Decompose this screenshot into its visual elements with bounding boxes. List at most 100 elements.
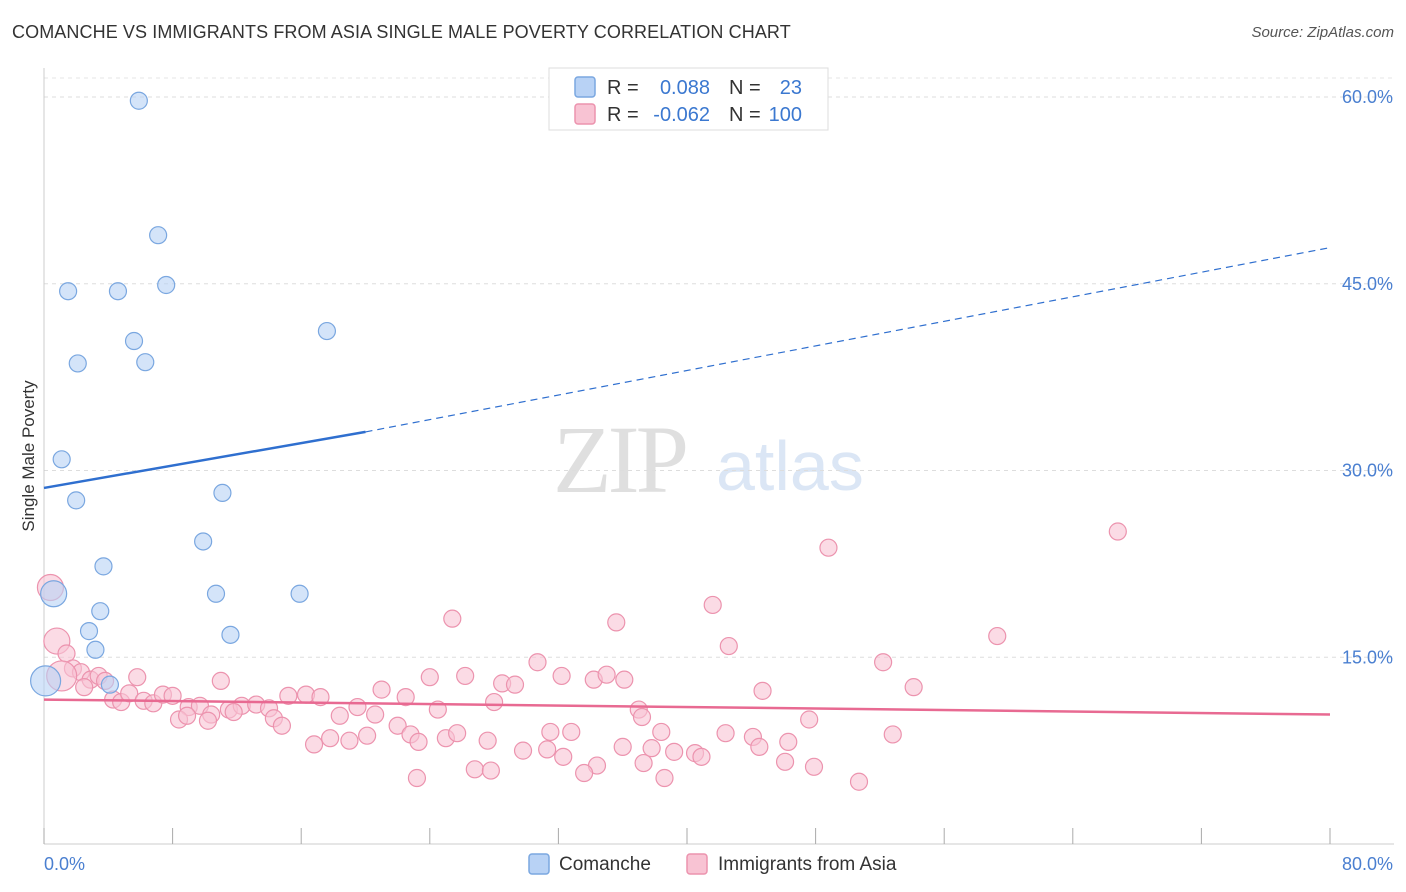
comanche-point bbox=[149, 226, 168, 245]
asia-point bbox=[665, 742, 684, 761]
asia-point bbox=[800, 710, 819, 729]
asia-point bbox=[321, 729, 340, 748]
asia-point bbox=[330, 706, 349, 725]
asia-point bbox=[554, 747, 573, 766]
comanche-point bbox=[86, 640, 105, 659]
comanche-trend-line bbox=[43, 430, 366, 490]
source-label: Source: ZipAtlas.com bbox=[1251, 24, 1394, 41]
asia-point bbox=[348, 697, 367, 717]
comanche-point bbox=[194, 532, 213, 551]
asia-point bbox=[396, 687, 415, 707]
y-axis-label: Single Male Poverty bbox=[19, 380, 38, 532]
asia-point bbox=[552, 666, 571, 686]
y-tick-label: 15.0% bbox=[1342, 647, 1393, 667]
x-tick-label-min: 0.0% bbox=[44, 854, 85, 874]
asia-point bbox=[443, 609, 462, 628]
asia-point bbox=[849, 772, 869, 791]
legend-r-value-2: -0.062 bbox=[653, 104, 710, 126]
watermark-zip: ZIP bbox=[553, 406, 686, 513]
comanche-point bbox=[206, 584, 226, 603]
comanche-point bbox=[67, 491, 86, 510]
comanche-point bbox=[129, 91, 148, 110]
asia-point bbox=[613, 737, 632, 756]
asia-point bbox=[655, 768, 674, 788]
legend-bottom-label-comanche: Comanche bbox=[559, 854, 651, 875]
legend-swatch-comanche bbox=[574, 76, 596, 98]
comanche-point bbox=[213, 483, 232, 503]
asia-point bbox=[177, 706, 197, 725]
legend-top: R = 0.088 N = 23 R = -0.062 N = 100 bbox=[548, 67, 829, 131]
y-tick-label: 30.0% bbox=[1342, 461, 1393, 481]
comanche-point bbox=[40, 580, 68, 608]
legend-n-value-2: 100 bbox=[769, 104, 802, 126]
comanche-point bbox=[124, 331, 144, 351]
y-tick-label: 45.0% bbox=[1342, 274, 1393, 294]
asia-point bbox=[874, 653, 893, 672]
comanche-point bbox=[221, 625, 240, 644]
legend-bottom: Comanche Immigrants from Asia bbox=[528, 853, 897, 875]
asia-point bbox=[883, 725, 902, 744]
asia-point bbox=[224, 702, 243, 722]
asia-point bbox=[198, 711, 218, 730]
asia-point bbox=[528, 653, 547, 672]
trend-lines bbox=[43, 247, 1331, 716]
asia-point bbox=[597, 665, 616, 684]
asia-point bbox=[562, 722, 581, 742]
asia-point bbox=[634, 753, 653, 773]
asia-point bbox=[340, 731, 359, 750]
asia-point bbox=[988, 626, 1007, 646]
legend-bottom-label-asia: Immigrants from Asia bbox=[718, 854, 897, 875]
legend-r-value-1: 0.088 bbox=[660, 77, 710, 99]
asia-point bbox=[272, 716, 292, 735]
asia-point bbox=[211, 671, 230, 691]
axes bbox=[43, 68, 1394, 845]
comanche-point bbox=[108, 282, 128, 301]
asia-trend-line bbox=[43, 698, 1331, 716]
asia-point bbox=[513, 741, 533, 760]
x-tick-label-max: 80.0% bbox=[1342, 854, 1393, 874]
y-tick-labels: 15.0% 30.0% 45.0% 60.0% bbox=[1342, 87, 1393, 667]
asia-point bbox=[719, 636, 738, 656]
watermark: ZIP atlas bbox=[553, 406, 864, 513]
asia-point bbox=[904, 678, 923, 697]
watermark-atlas: atlas bbox=[716, 427, 864, 505]
legend-n-value-1: 23 bbox=[780, 77, 802, 99]
asia-point bbox=[456, 666, 475, 686]
asia-point bbox=[478, 731, 497, 750]
asia-point bbox=[128, 668, 147, 687]
y-tick-label: 60.0% bbox=[1342, 87, 1393, 107]
asia-point bbox=[505, 675, 525, 694]
asia-point bbox=[75, 678, 94, 697]
asia-point bbox=[358, 726, 377, 745]
asia-point bbox=[388, 716, 407, 735]
gridlines bbox=[44, 77, 1394, 658]
legend-bottom-swatch-comanche bbox=[528, 853, 550, 875]
asia-point bbox=[407, 768, 427, 788]
asia-point bbox=[485, 692, 504, 712]
asia-point bbox=[409, 732, 428, 752]
comanche-point bbox=[79, 622, 99, 641]
legend-swatch-asia bbox=[574, 103, 596, 125]
chart-title: COMANCHE VS IMMIGRANTS FROM ASIA SINGLE … bbox=[12, 22, 791, 42]
asia-point bbox=[279, 686, 298, 705]
legend-r-label-1: R = bbox=[607, 77, 639, 99]
asia-point bbox=[448, 724, 467, 743]
asia-point bbox=[120, 684, 139, 703]
legend-n-label-2: N = bbox=[729, 104, 761, 126]
comanche-point bbox=[52, 450, 71, 469]
asia-point bbox=[615, 670, 634, 689]
asia-point bbox=[420, 668, 439, 687]
asia-point bbox=[607, 613, 626, 632]
asia-point bbox=[692, 747, 711, 766]
asia-point bbox=[311, 687, 330, 707]
comanche-point bbox=[157, 275, 176, 295]
asia-series-points bbox=[36, 522, 1127, 791]
legend-n-label-1: N = bbox=[729, 77, 761, 99]
asia-point bbox=[541, 722, 560, 742]
asia-point bbox=[1108, 522, 1127, 541]
legend-bottom-swatch-asia bbox=[686, 853, 708, 875]
comanche-point bbox=[94, 557, 113, 576]
comanche-point bbox=[30, 665, 62, 697]
asia-point bbox=[753, 681, 772, 700]
